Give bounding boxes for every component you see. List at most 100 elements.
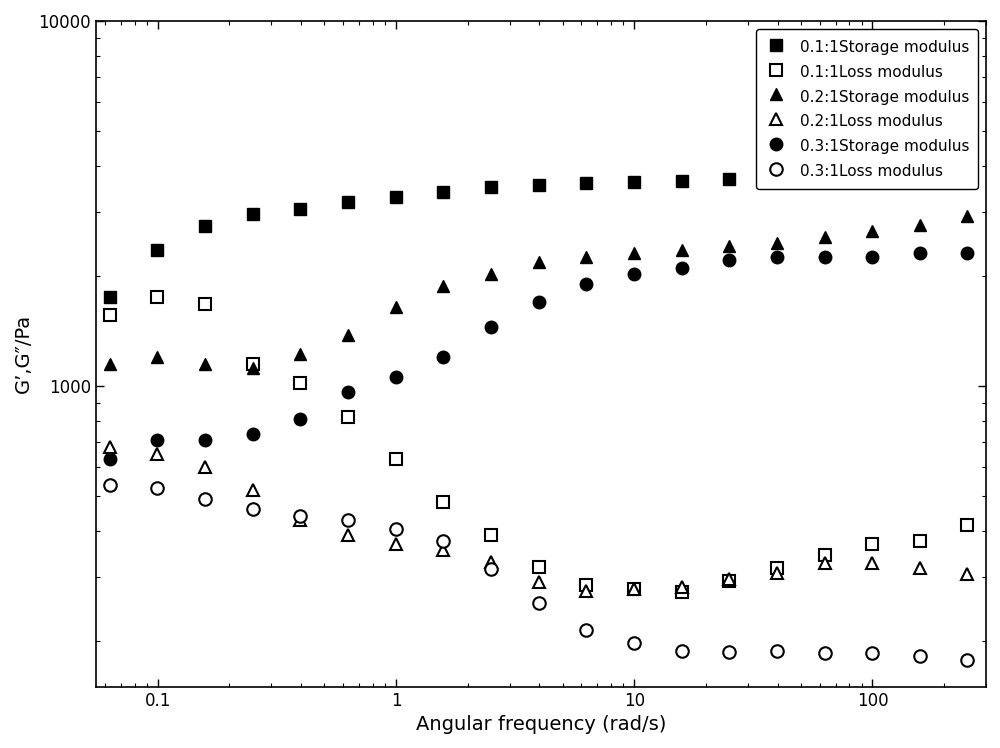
- 0.2:1Storage modulus: [151, 352, 163, 361]
- 0.1:1Loss modulus: [533, 562, 545, 571]
- 0.1:1Storage modulus: [151, 246, 163, 255]
- 0.3:1Storage modulus: [819, 252, 831, 261]
- 0.2:1Loss modulus: [819, 558, 831, 567]
- 0.3:1Storage modulus: [342, 388, 354, 397]
- 0.1:1Loss modulus: [247, 359, 259, 368]
- 0.2:1Storage modulus: [199, 359, 211, 368]
- 0.2:1Storage modulus: [247, 364, 259, 373]
- 0.2:1Loss modulus: [485, 557, 497, 566]
- 0.1:1Loss modulus: [104, 311, 116, 320]
- 0.3:1Storage modulus: [533, 297, 545, 306]
- 0.1:1Loss modulus: [914, 537, 926, 546]
- 0.2:1Storage modulus: [342, 331, 354, 340]
- Line: 0.2:1Loss modulus: 0.2:1Loss modulus: [103, 441, 974, 597]
- Line: 0.1:1Loss modulus: 0.1:1Loss modulus: [103, 291, 974, 598]
- 0.3:1Loss modulus: [533, 598, 545, 607]
- 0.2:1Loss modulus: [390, 539, 402, 548]
- 0.3:1Storage modulus: [151, 436, 163, 445]
- Legend: 0.1:1Storage modulus, 0.1:1Loss modulus, 0.2:1Storage modulus, 0.2:1Loss modulus: 0.1:1Storage modulus, 0.1:1Loss modulus,…: [756, 28, 978, 189]
- 0.1:1Storage modulus: [342, 197, 354, 206]
- 0.3:1Loss modulus: [390, 525, 402, 534]
- 0.3:1Storage modulus: [437, 352, 449, 361]
- 0.2:1Storage modulus: [628, 249, 640, 258]
- 0.3:1Loss modulus: [961, 656, 973, 665]
- 0.2:1Storage modulus: [914, 221, 926, 230]
- 0.2:1Storage modulus: [437, 281, 449, 290]
- 0.2:1Storage modulus: [676, 245, 688, 254]
- 0.1:1Storage modulus: [247, 210, 259, 219]
- 0.2:1Loss modulus: [914, 563, 926, 572]
- Line: 0.2:1Storage modulus: 0.2:1Storage modulus: [103, 209, 974, 374]
- 0.1:1Storage modulus: [866, 169, 878, 178]
- Line: 0.3:1Loss modulus: 0.3:1Loss modulus: [103, 479, 974, 666]
- 0.3:1Loss modulus: [247, 505, 259, 514]
- 0.3:1Loss modulus: [294, 512, 306, 521]
- 0.3:1Storage modulus: [676, 263, 688, 272]
- 0.1:1Storage modulus: [961, 165, 973, 174]
- 0.3:1Loss modulus: [723, 647, 735, 656]
- 0.3:1Loss modulus: [866, 648, 878, 657]
- 0.2:1Loss modulus: [723, 575, 735, 584]
- 0.2:1Loss modulus: [151, 450, 163, 459]
- 0.3:1Storage modulus: [723, 256, 735, 265]
- 0.3:1Loss modulus: [151, 484, 163, 493]
- 0.3:1Storage modulus: [580, 280, 592, 289]
- 0.1:1Loss modulus: [628, 584, 640, 593]
- 0.1:1Loss modulus: [199, 299, 211, 308]
- 0.3:1Storage modulus: [104, 455, 116, 464]
- 0.1:1Storage modulus: [628, 177, 640, 186]
- Line: 0.3:1Storage modulus: 0.3:1Storage modulus: [103, 247, 974, 465]
- 0.1:1Loss modulus: [390, 455, 402, 464]
- 0.3:1Storage modulus: [914, 249, 926, 258]
- 0.3:1Storage modulus: [294, 415, 306, 424]
- 0.2:1Loss modulus: [437, 545, 449, 554]
- 0.1:1Storage modulus: [294, 205, 306, 214]
- Y-axis label: G’,G″/Pa: G’,G″/Pa: [14, 314, 33, 393]
- 0.3:1Loss modulus: [580, 625, 592, 634]
- 0.2:1Loss modulus: [294, 515, 306, 524]
- 0.1:1Loss modulus: [151, 292, 163, 301]
- 0.3:1Loss modulus: [676, 646, 688, 655]
- 0.2:1Storage modulus: [533, 258, 545, 267]
- 0.2:1Storage modulus: [294, 350, 306, 359]
- Line: 0.1:1Storage modulus: 0.1:1Storage modulus: [103, 163, 974, 304]
- 0.1:1Storage modulus: [199, 221, 211, 230]
- 0.3:1Loss modulus: [819, 648, 831, 657]
- 0.3:1Storage modulus: [628, 270, 640, 279]
- 0.1:1Storage modulus: [104, 292, 116, 301]
- 0.3:1Storage modulus: [390, 373, 402, 381]
- 0.2:1Loss modulus: [961, 570, 973, 579]
- 0.3:1Loss modulus: [199, 494, 211, 503]
- 0.1:1Loss modulus: [294, 378, 306, 387]
- 0.3:1Storage modulus: [961, 249, 973, 258]
- 0.2:1Storage modulus: [819, 233, 831, 242]
- 0.1:1Storage modulus: [533, 180, 545, 189]
- 0.2:1Loss modulus: [342, 531, 354, 540]
- 0.1:1Storage modulus: [771, 174, 783, 183]
- 0.3:1Storage modulus: [199, 436, 211, 445]
- 0.1:1Loss modulus: [342, 413, 354, 422]
- 0.2:1Storage modulus: [866, 227, 878, 236]
- 0.1:1Storage modulus: [723, 175, 735, 184]
- 0.2:1Storage modulus: [961, 212, 973, 221]
- 0.1:1Loss modulus: [676, 588, 688, 597]
- 0.1:1Storage modulus: [819, 171, 831, 180]
- 0.2:1Loss modulus: [676, 582, 688, 591]
- X-axis label: Angular frequency (rad/s): Angular frequency (rad/s): [416, 715, 666, 734]
- 0.1:1Storage modulus: [914, 167, 926, 176]
- 0.2:1Storage modulus: [390, 302, 402, 311]
- 0.3:1Loss modulus: [104, 481, 116, 490]
- 0.2:1Loss modulus: [628, 584, 640, 593]
- 0.1:1Loss modulus: [771, 563, 783, 572]
- 0.2:1Loss modulus: [866, 558, 878, 567]
- 0.2:1Storage modulus: [771, 238, 783, 247]
- 0.1:1Loss modulus: [485, 531, 497, 540]
- 0.3:1Loss modulus: [771, 646, 783, 655]
- 0.2:1Loss modulus: [199, 462, 211, 471]
- 0.3:1Storage modulus: [771, 252, 783, 261]
- 0.1:1Storage modulus: [437, 188, 449, 197]
- 0.1:1Loss modulus: [866, 540, 878, 549]
- 0.1:1Storage modulus: [485, 183, 497, 191]
- 0.3:1Loss modulus: [485, 565, 497, 574]
- 0.3:1Loss modulus: [914, 652, 926, 660]
